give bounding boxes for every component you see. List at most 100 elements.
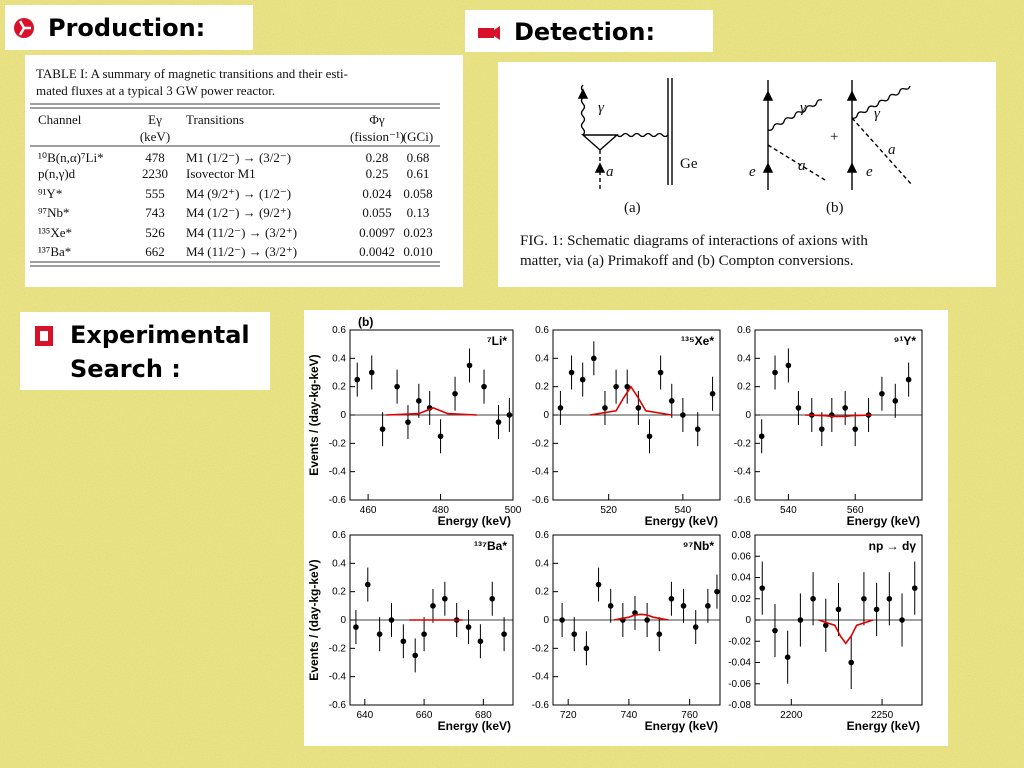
table-header: (GCi): [403, 129, 433, 144]
table-header: Eγ: [148, 112, 162, 127]
table-cell: ¹³⁷Ba*: [38, 244, 71, 259]
diagram-label: +: [830, 129, 838, 145]
y-tick-label: -0.6: [329, 495, 347, 506]
y-tick-label: 0.4: [332, 558, 346, 569]
fit-curve: [613, 613, 669, 621]
data-point: [879, 390, 885, 397]
data-point: [819, 426, 825, 432]
data-point: [437, 433, 444, 440]
data-point: [680, 412, 686, 418]
x-axis-label: Energy (keV): [847, 514, 920, 528]
axion-line: [851, 117, 913, 186]
data-point: [568, 369, 575, 376]
figure-caption: FIG. 1: Schematic diagrams of interactio…: [520, 233, 868, 249]
data-point: [892, 398, 899, 404]
panel-label: ⁷Li*: [487, 334, 508, 348]
data-point: [852, 426, 858, 432]
y-tick-label: -0.08: [728, 700, 751, 711]
x-tick-label: 560: [847, 505, 864, 516]
data-point: [657, 369, 664, 376]
y-tick-label: 0.6: [332, 530, 346, 541]
data-point: [668, 595, 675, 602]
panel-label: ⁹⁷Nb*: [683, 539, 715, 553]
data-point: [635, 405, 642, 411]
data-point: [481, 383, 487, 390]
y-tick-label: 0.4: [737, 353, 751, 364]
table-cell: Isovector M1: [186, 166, 256, 181]
x-tick-label: 520: [600, 505, 617, 516]
y-tick-label: -0.6: [532, 495, 550, 506]
table-cell: ¹⁰B(n,α)⁷Li*: [38, 150, 104, 165]
table-cell: 0.0097: [359, 225, 395, 240]
table-cell: 0.68: [407, 150, 430, 165]
data-point: [353, 624, 359, 630]
icon: [494, 26, 500, 40]
y-axis-label: Events / (day-kg-keV): [307, 559, 321, 680]
table-cell: 0.61: [407, 166, 430, 181]
diagram: [577, 78, 913, 190]
table-cell: 0.28: [366, 150, 389, 165]
diagram-label: (a): [624, 200, 641, 216]
icon: [18, 20, 31, 36]
data-point: [795, 405, 802, 411]
fit-curve: [805, 414, 872, 418]
x-axis-label: Energy (keV): [645, 719, 718, 733]
diagram-label: e: [749, 164, 756, 180]
table-cell: M4 (11/2⁻) → (3/2⁺): [186, 244, 297, 259]
icon: [40, 331, 48, 341]
arrow: [594, 162, 606, 173]
table-cell: 743: [145, 205, 165, 220]
y-tick-label: 0.4: [332, 353, 346, 364]
data-point: [668, 398, 675, 404]
table-box: [25, 55, 463, 287]
data-point: [613, 383, 619, 390]
x-axis-label: Energy (keV): [847, 719, 920, 733]
data-point: [848, 659, 855, 666]
data-point: [364, 581, 371, 588]
figure-caption: matter, via (a) Primakoff and (b) Compto…: [520, 253, 854, 269]
y-tick-label: 0.6: [332, 325, 346, 336]
y-tick-label: -0.2: [734, 438, 752, 449]
y-tick-label: -0.2: [532, 438, 550, 449]
y-tick-label: -0.6: [329, 700, 347, 711]
data-point: [911, 585, 918, 591]
y-tick-label: 0: [340, 615, 346, 626]
table-header: (fission⁻¹): [350, 129, 404, 144]
data-point: [602, 405, 608, 411]
x-tick-label: 480: [432, 505, 449, 516]
table-cell: 0.25: [366, 166, 389, 181]
y-tick-label: -0.6: [734, 495, 752, 506]
y-tick-label: 0.4: [535, 558, 549, 569]
y-tick-label: -0.4: [532, 467, 550, 478]
heading: Production:: [48, 14, 205, 42]
table-cell: M1 (1/2⁻) → (3/2⁻): [186, 150, 291, 165]
x-axis-label: Energy (keV): [438, 719, 511, 733]
table-header: (keV): [140, 129, 170, 144]
data-point: [442, 595, 448, 602]
x-tick-label: 2250: [871, 710, 894, 721]
y-tick-label: 0.2: [535, 587, 549, 598]
data-point: [466, 362, 473, 369]
data-point: [810, 595, 816, 602]
y-tick-label: 0: [543, 615, 549, 626]
diagram-label: γ: [598, 100, 605, 116]
x-axis-label: Energy (keV): [645, 514, 718, 528]
table-cell: 0.13: [407, 205, 430, 220]
photon-line: [767, 99, 823, 131]
table-cell: 662: [145, 244, 165, 259]
table-cell: 0.0042: [359, 244, 395, 259]
fit-curve: [589, 385, 672, 416]
data-point: [772, 369, 778, 376]
y-tick-label: -0.2: [329, 643, 347, 654]
plots-label: (b): [358, 315, 373, 329]
data-point: [430, 603, 436, 609]
y-tick-label: -0.04: [728, 658, 751, 669]
data-point: [591, 355, 597, 362]
data-point: [368, 369, 375, 376]
data-point: [694, 426, 701, 432]
table-caption: TABLE I: A summary of magnetic transitio…: [36, 66, 348, 81]
y-tick-label: 0.6: [737, 325, 751, 336]
